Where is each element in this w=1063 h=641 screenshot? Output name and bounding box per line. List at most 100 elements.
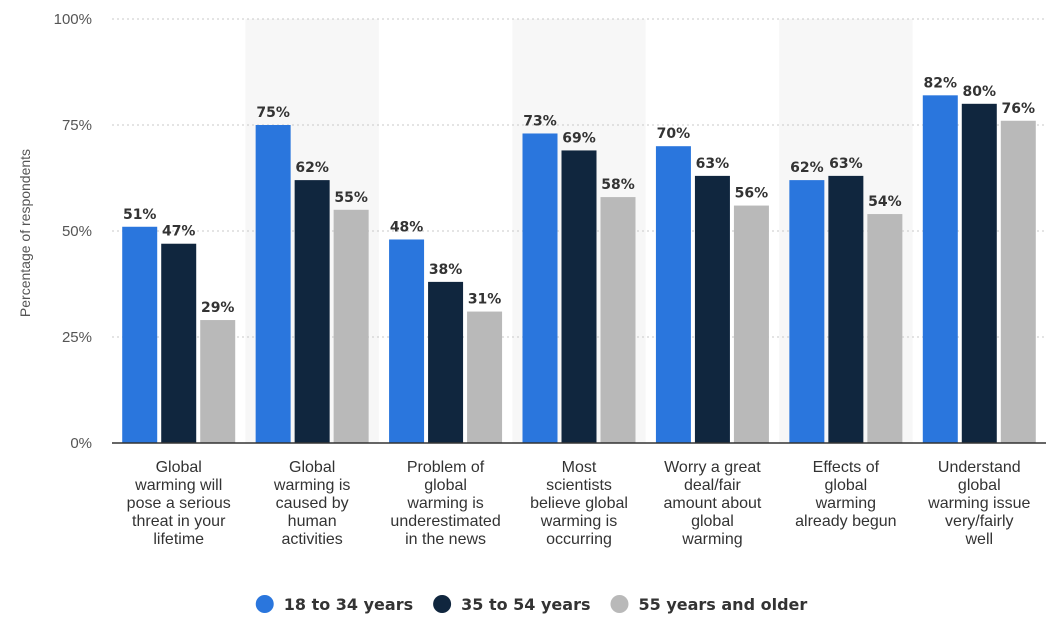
category-label-line: believe global: [530, 495, 628, 512]
bar: [294, 180, 330, 443]
data-label: 31%: [468, 292, 502, 308]
category-label-line: global: [424, 477, 467, 494]
bar: [161, 243, 197, 443]
bars: [122, 95, 1036, 444]
category-label-line: threat in your: [132, 513, 226, 530]
bar: [733, 205, 769, 443]
category-label-line: global: [825, 477, 868, 494]
data-label: 69%: [562, 130, 596, 146]
category-label-line: pose a serious: [127, 495, 231, 512]
data-label: 62%: [790, 160, 824, 176]
data-label: 48%: [390, 219, 424, 235]
legend-label: 55 years and older: [638, 595, 807, 614]
bar: [255, 125, 291, 443]
category-label-line: scientists: [546, 477, 612, 494]
bar: [333, 209, 369, 443]
bar: [789, 180, 825, 443]
data-label: 80%: [963, 84, 997, 100]
data-label: 82%: [924, 75, 958, 91]
category-label-line: Problem of: [407, 459, 485, 476]
category-label: Most scientists believe global warming is oc…: [530, 459, 628, 548]
category-label: Effects of global warming already begun: [795, 459, 896, 530]
y-tick-label: 75%: [62, 117, 92, 134]
bar: [428, 281, 464, 443]
data-label: 73%: [523, 113, 557, 129]
y-axis: 0% 25% 50% 75% 100%: [54, 11, 92, 452]
legend-label: 18 to 34 years: [284, 595, 413, 614]
category-label-line: Global: [156, 459, 202, 476]
category-label-line: warming: [681, 531, 742, 548]
legend-item: 18 to 34 years: [255, 595, 413, 614]
data-label: 56%: [735, 186, 769, 202]
data-label: 76%: [1002, 101, 1036, 117]
category-label-line: deal/fair: [684, 477, 742, 494]
category-label-line: amount about: [663, 495, 761, 512]
category-label-line: Most: [562, 459, 597, 476]
y-axis-title: Percentage of respondents: [17, 149, 33, 317]
category-label-line: underestimated: [390, 513, 500, 530]
data-label: 62%: [295, 160, 329, 176]
category-label-line: warming: [815, 495, 876, 512]
data-labels: 51% 47% 29% 75% 62% 55% 48% 38% 31% 73% 69% 58% 70% 6…: [123, 75, 1035, 316]
bar: [600, 197, 636, 443]
category-label-line: global: [691, 513, 734, 530]
bar: [961, 103, 997, 444]
bar: [655, 146, 691, 443]
bar: [467, 311, 503, 443]
category-label-line: warming issue: [927, 495, 1030, 512]
category-labels: Global warming will pose a serious threat i…: [127, 459, 1031, 548]
legend-label: 35 to 54 years: [461, 595, 590, 614]
data-label: 63%: [829, 156, 863, 172]
data-label: 54%: [868, 194, 902, 210]
bar: [122, 226, 158, 443]
category-label-line: occurring: [546, 531, 612, 548]
bar: [828, 175, 864, 443]
legend-item: 55 years and older: [610, 595, 807, 614]
legend: 18 to 34 years 35 to 54 years 55 years and…: [255, 595, 807, 614]
category-label-line: Worry a great: [664, 459, 761, 476]
category-label: Global warming is caused by human activities: [273, 459, 350, 548]
data-label: 47%: [162, 224, 196, 240]
data-label: 51%: [123, 207, 157, 223]
bar: [561, 150, 597, 443]
legend-swatch: [255, 595, 274, 613]
y-tick-label: 25%: [62, 329, 92, 346]
data-label: 29%: [201, 300, 235, 316]
y-tick-label: 50%: [62, 223, 92, 240]
data-label: 63%: [696, 156, 730, 172]
data-label: 75%: [256, 105, 290, 121]
category-label-line: warming is: [273, 477, 350, 494]
category-label-line: very/fairly: [945, 513, 1013, 530]
category-label-line: in the news: [405, 531, 486, 548]
data-label: 58%: [601, 177, 635, 193]
category-label-line: activities: [281, 531, 342, 548]
category-label-line: warming is: [540, 513, 617, 530]
category-label-line: human: [288, 513, 337, 530]
category-label: Global warming will pose a serious threat i…: [127, 459, 231, 548]
category-label-line: Global: [289, 459, 335, 476]
category-label: Understand global warming issue very/fairly…: [927, 459, 1030, 548]
category-label-line: lifetime: [153, 531, 204, 548]
legend-item: 35 to 54 years: [433, 595, 590, 614]
data-label: 38%: [429, 262, 463, 278]
bar: [694, 175, 730, 443]
category-label: Worry a great deal/fair amount about global…: [663, 459, 761, 548]
data-label: 55%: [334, 190, 368, 206]
bar: [922, 95, 958, 443]
category-label-line: warming is: [406, 495, 483, 512]
bar: [522, 133, 558, 444]
category-label-line: warming will: [134, 477, 222, 494]
category-label-line: caused by: [276, 495, 349, 512]
legend-swatch: [610, 595, 629, 613]
bar: [1000, 120, 1036, 443]
category-label-line: already begun: [795, 513, 896, 530]
data-label: 70%: [657, 126, 691, 142]
y-tick-label: 0%: [70, 435, 92, 452]
category-label-line: well: [965, 531, 994, 548]
category-label-line: Effects of: [813, 459, 880, 476]
category-label: Problem of global warming is underestimated…: [390, 459, 500, 548]
y-tick-label: 100%: [54, 11, 92, 28]
bar: [867, 214, 903, 443]
bar: [200, 320, 236, 443]
